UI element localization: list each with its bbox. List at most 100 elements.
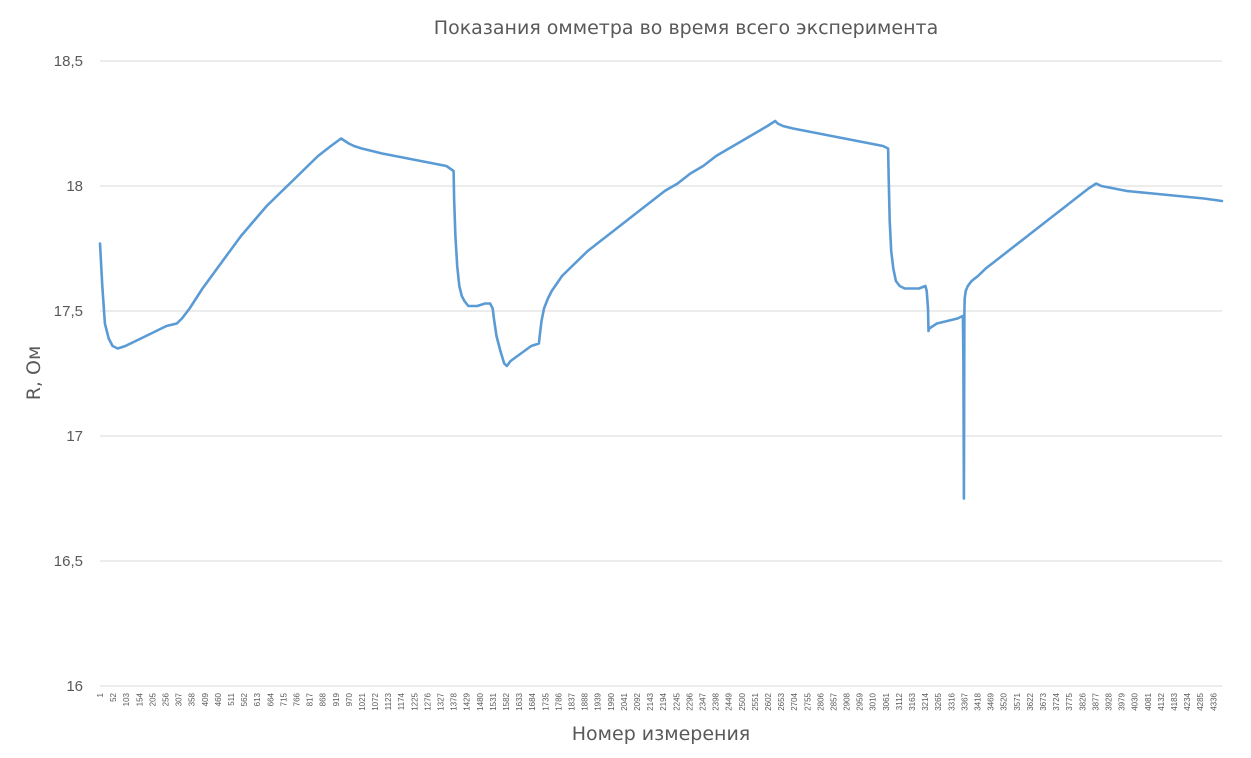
x-tick-label: 3316 xyxy=(947,692,956,710)
series-group xyxy=(98,119,1224,500)
y-tick-label: 16 xyxy=(66,678,83,695)
x-tick-labels: 1 52 103 154 205 256 307 358 409 460 511 562 613 664 7… xyxy=(96,692,1218,710)
y-tick-label: 17,5 xyxy=(54,303,83,320)
x-tick-label: 2143 xyxy=(646,692,655,710)
x-tick-label: 1327 xyxy=(437,692,446,710)
x-tick-label: 3622 xyxy=(1026,692,1035,710)
x-tick-label: 1480 xyxy=(476,692,485,710)
y-tick-label: 18,5 xyxy=(54,53,83,70)
x-tick-label: 3826 xyxy=(1078,692,1087,710)
x-tick-label: 1021 xyxy=(358,692,367,710)
x-tick-label: 103 xyxy=(122,692,131,706)
x-tick-label: 562 xyxy=(240,692,249,706)
x-tick-label: 3112 xyxy=(895,692,904,710)
x-tick-label: 307 xyxy=(175,692,184,706)
x-tick-label: 4030 xyxy=(1131,692,1140,710)
series-line xyxy=(98,119,1224,500)
gridlines xyxy=(100,60,1222,687)
x-tick-label: 817 xyxy=(306,692,315,706)
x-tick-label: 3877 xyxy=(1091,692,1100,710)
x-tick-label: 1582 xyxy=(502,692,511,710)
x-tick-label: 2602 xyxy=(764,692,773,710)
x-tick-label: 3367 xyxy=(960,692,969,710)
x-tick-label: 1633 xyxy=(515,692,524,710)
x-axis-label: Номер измерения xyxy=(572,723,750,745)
x-tick-label: 2500 xyxy=(738,692,747,710)
x-tick-label: 1174 xyxy=(397,692,406,710)
x-tick-label: 3265 xyxy=(934,692,943,710)
x-tick-label: 3418 xyxy=(974,692,983,710)
x-tick-label: 2653 xyxy=(777,692,786,710)
x-tick-label: 4234 xyxy=(1183,692,1192,710)
x-tick-label: 256 xyxy=(161,692,170,706)
x-tick-label: 3928 xyxy=(1104,692,1113,710)
chart-title: Показания омметра во время всего экспери… xyxy=(434,17,938,39)
y-tick-label: 16,5 xyxy=(54,553,83,570)
x-tick-label: 1072 xyxy=(371,692,380,710)
x-tick-label: 4132 xyxy=(1157,692,1166,710)
x-tick-label: 358 xyxy=(188,692,197,706)
x-tick-label: 2092 xyxy=(633,692,642,710)
x-tick-label: 1 xyxy=(96,692,105,697)
x-tick-label: 154 xyxy=(135,692,144,706)
x-tick-label: 1531 xyxy=(489,692,498,710)
x-tick-label: 460 xyxy=(214,692,223,706)
x-tick-label: 205 xyxy=(148,692,157,706)
x-tick-label: 1378 xyxy=(450,692,459,710)
x-tick-label: 1837 xyxy=(568,692,577,710)
x-tick-label: 3724 xyxy=(1052,692,1061,710)
x-tick-label: 4336 xyxy=(1209,692,1218,710)
x-tick-label: 3673 xyxy=(1039,692,1048,710)
x-tick-label: 766 xyxy=(292,692,301,706)
x-tick-label: 868 xyxy=(319,692,328,706)
x-tick-label: 970 xyxy=(345,692,354,706)
x-tick-label: 3010 xyxy=(869,692,878,710)
x-tick-label: 1786 xyxy=(554,692,563,710)
x-tick-label: 2041 xyxy=(620,692,629,710)
x-tick-label: 2704 xyxy=(790,692,799,710)
x-tick-label: 1888 xyxy=(581,692,590,710)
x-tick-label: 1123 xyxy=(384,692,393,710)
x-tick-label: 3061 xyxy=(882,692,891,710)
x-tick-label: 3775 xyxy=(1065,692,1074,710)
x-tick-label: 4285 xyxy=(1196,692,1205,710)
x-tick-label: 2806 xyxy=(816,692,825,710)
x-tick-label: 2398 xyxy=(712,692,721,710)
x-tick-label: 1990 xyxy=(607,692,616,710)
x-tick-label: 1225 xyxy=(410,692,419,710)
x-tick-label: 409 xyxy=(201,692,210,706)
x-tick-label: 2296 xyxy=(685,692,694,710)
x-tick-label: 511 xyxy=(227,692,236,705)
x-tick-label: 664 xyxy=(266,692,275,706)
x-tick-label: 3469 xyxy=(987,692,996,710)
x-tick-label: 613 xyxy=(253,692,262,706)
x-tick-label: 2857 xyxy=(829,692,838,710)
x-tick-label: 52 xyxy=(109,692,118,701)
x-tick-label: 3979 xyxy=(1118,692,1127,710)
x-tick-label: 4081 xyxy=(1144,692,1153,710)
x-tick-label: 2245 xyxy=(672,692,681,710)
x-tick-label: 2449 xyxy=(725,692,734,710)
x-tick-label: 1429 xyxy=(463,692,472,710)
x-tick-label: 3163 xyxy=(908,692,917,710)
x-tick-label: 1684 xyxy=(528,692,537,710)
x-tick-label: 3214 xyxy=(921,692,930,710)
x-tick-label: 1276 xyxy=(423,692,432,710)
x-tick-label: 2194 xyxy=(659,692,668,710)
x-tick-label: 715 xyxy=(279,692,288,706)
y-tick-label: 18 xyxy=(66,178,83,195)
x-tick-label: 2551 xyxy=(751,692,760,710)
x-tick-label: 3520 xyxy=(1000,692,1009,710)
x-tick-label: 4183 xyxy=(1170,692,1179,710)
x-tick-label: 2347 xyxy=(698,692,707,710)
y-tick-label: 17 xyxy=(66,428,83,445)
x-tick-label: 3571 xyxy=(1013,692,1022,710)
y-tick-labels: 16 16,5 17 17,5 18 18,5 xyxy=(54,53,83,695)
x-tick-label: 2959 xyxy=(856,692,865,710)
x-tick-label: 2755 xyxy=(803,692,812,710)
y-axis-label: R, Ом xyxy=(23,346,45,401)
x-tick-label: 1735 xyxy=(541,692,550,710)
x-tick-label: 2908 xyxy=(843,692,852,710)
x-tick-label: 919 xyxy=(332,692,341,706)
